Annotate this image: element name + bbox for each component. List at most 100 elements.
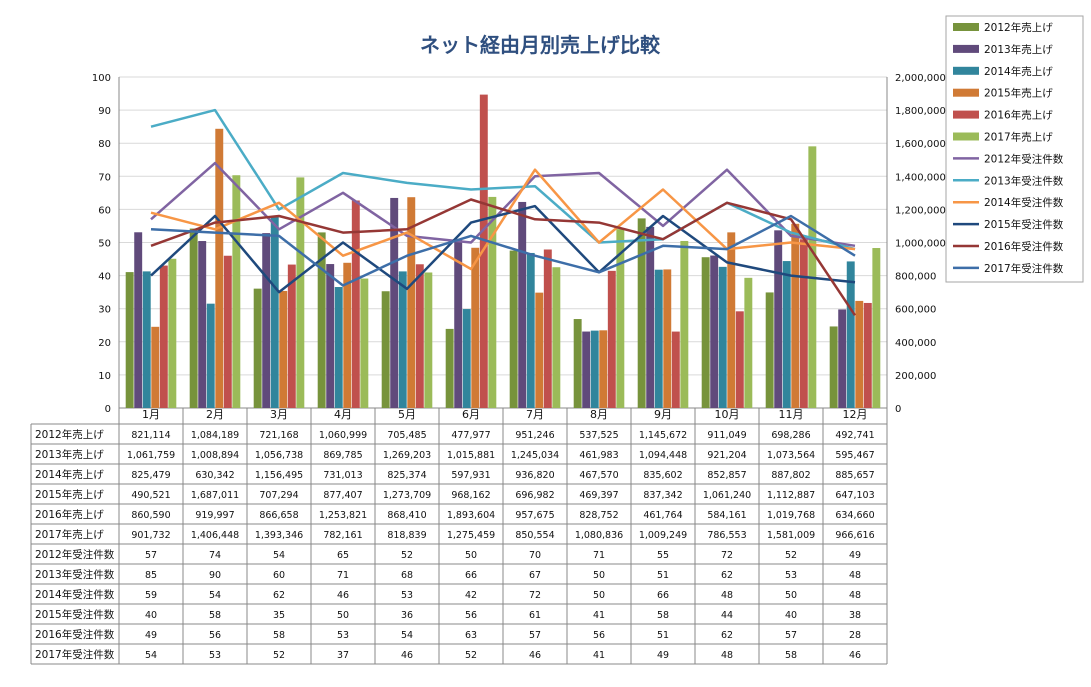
x-tick-label: 11月 bbox=[779, 408, 804, 421]
legend-label: 2012年売上げ bbox=[984, 21, 1053, 34]
table-cell: 877,407 bbox=[323, 490, 362, 501]
bar bbox=[701, 257, 710, 408]
bar bbox=[334, 287, 343, 408]
bar bbox=[198, 241, 207, 408]
legend-label: 2013年受注件数 bbox=[984, 174, 1064, 187]
table-cell: 35 bbox=[273, 610, 285, 621]
table-cell: 828,752 bbox=[579, 510, 618, 521]
table-cell: 492,741 bbox=[835, 430, 874, 441]
chart-title: ネット経由月別売上げ比較 bbox=[420, 33, 661, 57]
table-cell: 921,204 bbox=[707, 450, 746, 461]
table-cell: 46 bbox=[849, 650, 861, 661]
table-row-header: 2013年受注件数 bbox=[35, 568, 115, 581]
y-left-tick-label: 30 bbox=[98, 305, 111, 316]
bar bbox=[343, 262, 352, 408]
table-cell: 1,009,249 bbox=[639, 530, 687, 541]
bar bbox=[680, 240, 689, 408]
table-cell: 1,581,009 bbox=[767, 530, 815, 541]
table-cell: 28 bbox=[849, 630, 861, 641]
table-cell: 74 bbox=[209, 550, 221, 561]
bar bbox=[838, 309, 847, 408]
table-cell: 1,273,709 bbox=[383, 490, 431, 501]
series-line bbox=[150, 168, 856, 271]
x-tick-label: 9月 bbox=[654, 408, 672, 421]
grid bbox=[119, 76, 887, 409]
table-cell: 57 bbox=[145, 550, 157, 561]
bar bbox=[846, 261, 855, 408]
x-tick-label: 7月 bbox=[526, 408, 544, 421]
table-cell: 46 bbox=[337, 590, 349, 601]
legend-swatch-bar bbox=[953, 66, 979, 75]
table-cell: 461,983 bbox=[579, 450, 618, 461]
table-cell: 60 bbox=[273, 570, 285, 581]
table-cell: 58 bbox=[657, 610, 669, 621]
bar bbox=[607, 270, 616, 408]
bar-series-group bbox=[125, 94, 881, 409]
table-cell: 850,554 bbox=[515, 530, 554, 541]
bar bbox=[326, 264, 335, 408]
table-cell: 490,521 bbox=[131, 490, 170, 501]
bar bbox=[735, 311, 744, 408]
table-cell: 40 bbox=[785, 610, 797, 621]
table-cell: 1,393,346 bbox=[255, 530, 303, 541]
bar bbox=[488, 196, 497, 408]
table-cell: 51 bbox=[657, 630, 669, 641]
table-cell: 1,080,836 bbox=[575, 530, 623, 541]
table-cell: 71 bbox=[593, 550, 605, 561]
table-cell: 59 bbox=[145, 590, 157, 601]
table-cell: 1,060,999 bbox=[319, 430, 367, 441]
legend-swatch-bar bbox=[953, 23, 979, 31]
table-cell: 951,246 bbox=[515, 430, 554, 441]
bar bbox=[863, 302, 872, 408]
table-cell: 90 bbox=[209, 570, 221, 581]
table-cell: 647,103 bbox=[835, 490, 874, 501]
y-left-tick-label: 50 bbox=[98, 239, 111, 250]
legend-label: 2015年売上げ bbox=[984, 87, 1053, 100]
legend-label: 2014年受注件数 bbox=[984, 196, 1064, 209]
legend-label: 2016年受注件数 bbox=[984, 240, 1064, 253]
y-right-tick-label: 1,400,000 bbox=[895, 172, 946, 183]
y-left-tick-label: 40 bbox=[98, 272, 111, 283]
table-row-header: 2017年売上げ bbox=[35, 528, 104, 541]
table-cell: 57 bbox=[785, 630, 797, 641]
x-tick-label: 5月 bbox=[398, 408, 416, 421]
bar bbox=[671, 331, 680, 408]
bar bbox=[727, 232, 736, 408]
table-cell: 698,286 bbox=[771, 430, 810, 441]
table-cell: 70 bbox=[529, 550, 541, 561]
table-cell: 52 bbox=[785, 550, 797, 561]
bar bbox=[381, 291, 390, 408]
bar bbox=[654, 269, 663, 408]
table-cell: 1,145,672 bbox=[639, 430, 687, 441]
table-cell: 55 bbox=[657, 550, 669, 561]
table-cell: 1,406,448 bbox=[191, 530, 239, 541]
bar bbox=[637, 218, 646, 408]
bar bbox=[454, 239, 463, 408]
bar bbox=[262, 233, 271, 408]
table-cell: 49 bbox=[657, 650, 669, 661]
bar bbox=[526, 252, 535, 408]
legend-label: 2017年売上げ bbox=[984, 131, 1053, 144]
bar bbox=[424, 272, 433, 408]
table-row-header: 2016年売上げ bbox=[35, 508, 104, 521]
table-cell: 1,073,564 bbox=[767, 450, 815, 461]
table-cell: 1,015,881 bbox=[447, 450, 495, 461]
bar bbox=[253, 288, 262, 408]
bar bbox=[415, 264, 424, 408]
x-tick-label: 1月 bbox=[142, 408, 160, 421]
x-tick-label: 10月 bbox=[715, 408, 740, 421]
table-cell: 597,931 bbox=[451, 470, 490, 481]
bar bbox=[445, 328, 454, 408]
bar bbox=[462, 309, 471, 408]
table-cell: 52 bbox=[401, 550, 413, 561]
table-cell: 1,893,604 bbox=[447, 510, 495, 521]
table-cell: 477,977 bbox=[451, 430, 490, 441]
x-tick-label: 3月 bbox=[270, 408, 288, 421]
table-cell: 911,049 bbox=[707, 430, 746, 441]
table-cell: 67 bbox=[529, 570, 541, 581]
table-row-header: 2014年売上げ bbox=[35, 468, 104, 481]
bar bbox=[518, 201, 527, 408]
table-cell: 51 bbox=[657, 570, 669, 581]
table-cell: 707,294 bbox=[259, 490, 298, 501]
table-cell: 919,997 bbox=[195, 510, 234, 521]
